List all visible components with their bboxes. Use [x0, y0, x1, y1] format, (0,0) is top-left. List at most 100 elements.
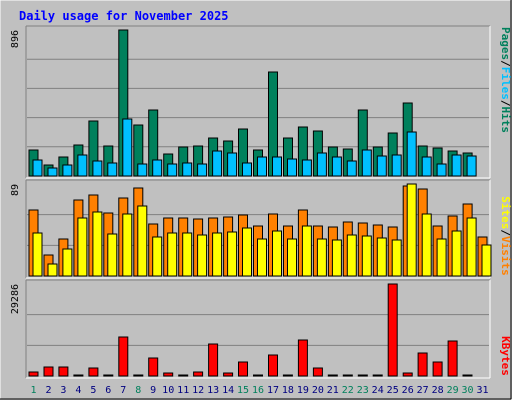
side-label-middle: Sites/Visits	[499, 196, 512, 276]
side-label-separator: /	[499, 60, 512, 67]
day-label-7: 7	[120, 385, 126, 396]
bar-kbytes-day-16	[253, 374, 263, 377]
day-label-30: 30	[461, 385, 473, 396]
bar-kbytes-day-9	[148, 357, 159, 377]
bar-kbytes-day-7	[118, 336, 129, 377]
bar-sites-day-18	[287, 238, 297, 277]
bar-kbytes-day-30	[462, 374, 473, 377]
side-label-separator: /	[499, 229, 512, 236]
day-label-4: 4	[75, 385, 81, 396]
day-label-3: 3	[60, 385, 66, 396]
bar-files-day-23	[361, 149, 372, 177]
bar-files-day-18	[287, 158, 297, 177]
bar-kbytes-day-2	[43, 366, 54, 377]
bar-sites-day-19	[301, 225, 312, 277]
bar-kbytes-day-29	[447, 340, 458, 377]
bar-sites-day-23	[361, 235, 372, 277]
day-label-17: 17	[267, 385, 279, 396]
bar-sites-day-30	[466, 217, 477, 277]
day-label-19: 19	[297, 385, 309, 396]
bar-files-day-7	[122, 118, 133, 177]
chart-title: Daily usage for November 2025	[19, 9, 229, 23]
bar-kbytes-day-4	[73, 374, 84, 377]
side-label-hits: Hits	[499, 107, 512, 134]
bar-files-day-12	[197, 163, 208, 177]
bar-files-day-30	[466, 155, 477, 177]
panel-bottom-background	[26, 280, 490, 378]
chart-panels: 896 89 29286	[10, 25, 492, 379]
bar-kbytes-day-25	[387, 283, 398, 377]
bar-files-day-29	[451, 154, 462, 177]
panel-top-max-label: 896	[10, 30, 21, 48]
day-label-31: 31	[476, 385, 488, 396]
bar-sites-day-3	[62, 248, 73, 277]
day-label-29: 29	[447, 385, 459, 396]
panel-bottom-max-label: 29286	[10, 284, 21, 314]
side-label-sites: Sites	[499, 196, 512, 229]
day-label-21: 21	[327, 385, 339, 396]
bar-kbytes-day-15	[238, 361, 248, 377]
side-label-visits: Visits	[499, 236, 512, 276]
bar-kbytes-day-6	[103, 374, 114, 377]
day-label-18: 18	[282, 385, 294, 396]
bar-files-day-5	[92, 160, 103, 177]
bar-files-day-4	[77, 154, 88, 177]
day-axis-labels: 1 2 3 4 5 6 7 8 9 10 11 12 13 14 15 16 17 18 19 20 21 22 23 24 2…	[30, 385, 488, 396]
bar-files-day-13	[212, 150, 223, 177]
day-label-2: 2	[45, 385, 51, 396]
day-label-15: 15	[237, 385, 249, 396]
bar-files-day-1	[32, 159, 43, 177]
bar-sites-day-26	[406, 183, 417, 277]
day-label-16: 16	[252, 385, 264, 396]
day-label-28: 28	[432, 385, 444, 396]
bar-sites-day-17	[272, 230, 282, 277]
bar-files-day-25	[391, 154, 402, 177]
bar-sites-day-8	[137, 205, 148, 277]
bar-sites-day-20	[316, 238, 327, 277]
day-label-6: 6	[105, 385, 111, 396]
bar-files-day-28	[436, 163, 447, 177]
bar-sites-day-10	[167, 232, 178, 277]
bar-kbytes-day-18	[282, 374, 293, 377]
side-label-separator: /	[499, 100, 512, 107]
panel-middle-max-label: 89	[10, 184, 21, 196]
bar-sites-day-28	[436, 238, 447, 277]
bar-sites-day-12	[197, 234, 208, 277]
bar-files-day-3	[62, 164, 73, 177]
bar-kbytes-day-17	[268, 354, 278, 377]
bar-sites-day-27	[421, 213, 432, 277]
side-label-pages: Pages	[499, 27, 512, 60]
bar-kbytes-day-14	[223, 372, 234, 377]
day-label-11: 11	[177, 385, 189, 396]
bar-sites-day-22	[346, 234, 357, 277]
day-label-25: 25	[387, 385, 399, 396]
bar-sites-day-5	[92, 211, 103, 277]
bar-files-day-15	[242, 162, 252, 177]
bar-kbytes-day-26	[402, 372, 413, 377]
bar-kbytes-day-27	[417, 352, 428, 377]
bar-files-day-9	[152, 159, 163, 177]
bar-sites-day-13	[212, 232, 223, 277]
bar-files-day-16	[257, 156, 267, 177]
bar-kbytes-day-1	[28, 371, 39, 377]
day-label-10: 10	[162, 385, 174, 396]
day-label-1: 1	[30, 385, 36, 396]
bar-sites-day-16	[257, 238, 267, 277]
bar-files-day-10	[167, 163, 178, 177]
bar-files-day-17	[272, 156, 282, 177]
day-label-22: 22	[342, 385, 354, 396]
bar-files-day-24	[376, 155, 387, 177]
bar-sites-day-6	[107, 233, 118, 277]
bar-kbytes-day-5	[88, 367, 99, 377]
side-label-top: Pages/Files/Hits	[499, 27, 512, 133]
bar-files-day-21	[331, 156, 342, 177]
bar-sites-day-25	[391, 239, 402, 277]
bar-sites-day-1	[32, 232, 43, 277]
day-label-26: 26	[402, 385, 414, 396]
day-label-5: 5	[90, 385, 96, 396]
day-label-13: 13	[207, 385, 219, 396]
day-label-12: 12	[192, 385, 204, 396]
